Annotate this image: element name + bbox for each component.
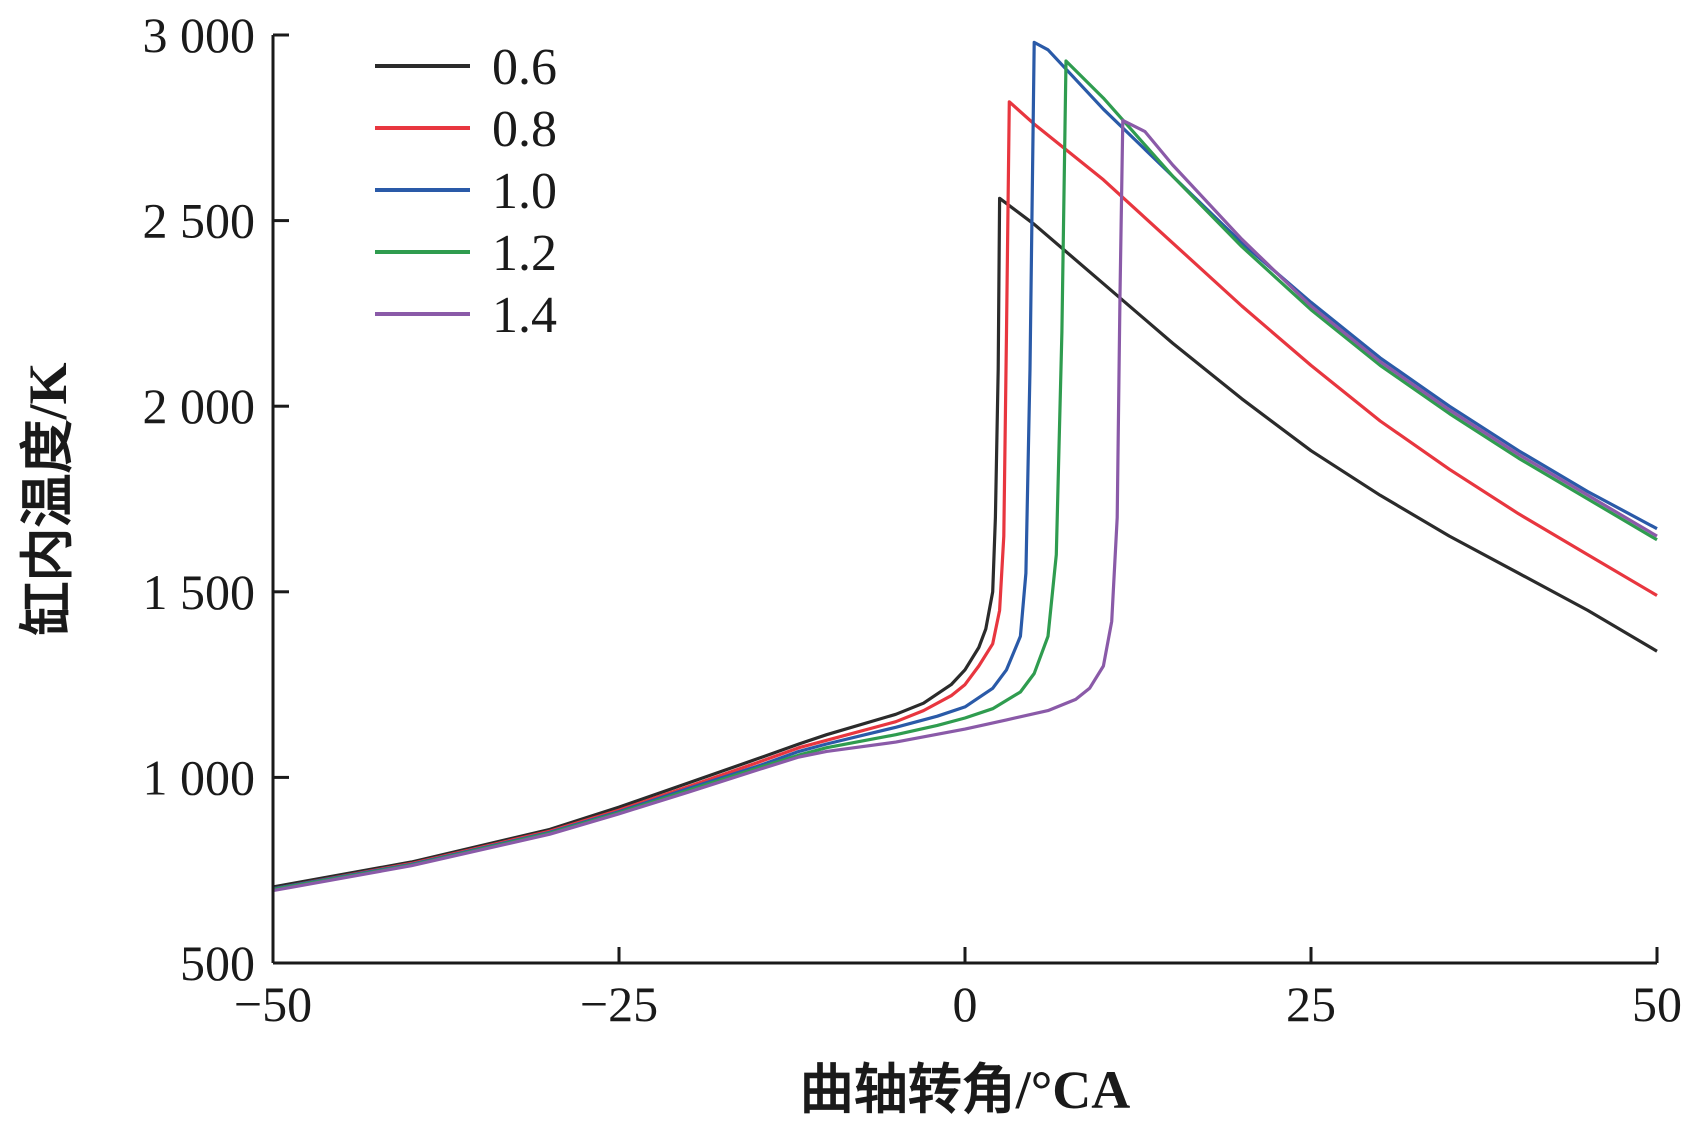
ticks-layer: −50 −25 0 25 50 500 1 000 1 500 2 000 2 500 3 000 bbox=[143, 7, 1683, 1032]
axes-layer bbox=[271, 35, 1657, 965]
series-line-1-2 bbox=[272, 59, 1658, 892]
y-tick-label: 3 000 bbox=[143, 7, 256, 63]
series-line-1-0 bbox=[272, 40, 1658, 891]
legend-label: 0.8 bbox=[492, 101, 557, 158]
legend: 0.60.81.01.21.4 bbox=[375, 39, 557, 344]
legend-label: 1.4 bbox=[492, 287, 557, 344]
x-tick-label: 50 bbox=[1632, 976, 1682, 1032]
y-tick-label: 500 bbox=[180, 935, 255, 991]
x-axis-title: 曲轴转角/°CA bbox=[800, 1060, 1131, 1120]
x-tick-label: 25 bbox=[1286, 976, 1336, 1032]
y-tick-label: 2 000 bbox=[143, 378, 256, 434]
series-line-1-4 bbox=[272, 118, 1658, 893]
y-axis-title: 缸内温度/K bbox=[17, 362, 78, 635]
legend-label: 1.0 bbox=[492, 163, 557, 220]
y-tick-label: 1 500 bbox=[143, 564, 256, 620]
series-line-0-8 bbox=[272, 100, 1658, 891]
series-layer bbox=[272, 40, 1658, 893]
y-tick-label: 2 500 bbox=[143, 193, 256, 249]
legend-label: 1.2 bbox=[492, 225, 557, 282]
legend-label: 0.6 bbox=[492, 39, 557, 96]
series-line-0-6 bbox=[272, 196, 1658, 889]
x-tick-label: 0 bbox=[953, 976, 978, 1032]
y-tick-label: 1 000 bbox=[143, 749, 256, 805]
x-tick-label: −50 bbox=[234, 976, 312, 1032]
x-tick-label: −25 bbox=[580, 976, 658, 1032]
